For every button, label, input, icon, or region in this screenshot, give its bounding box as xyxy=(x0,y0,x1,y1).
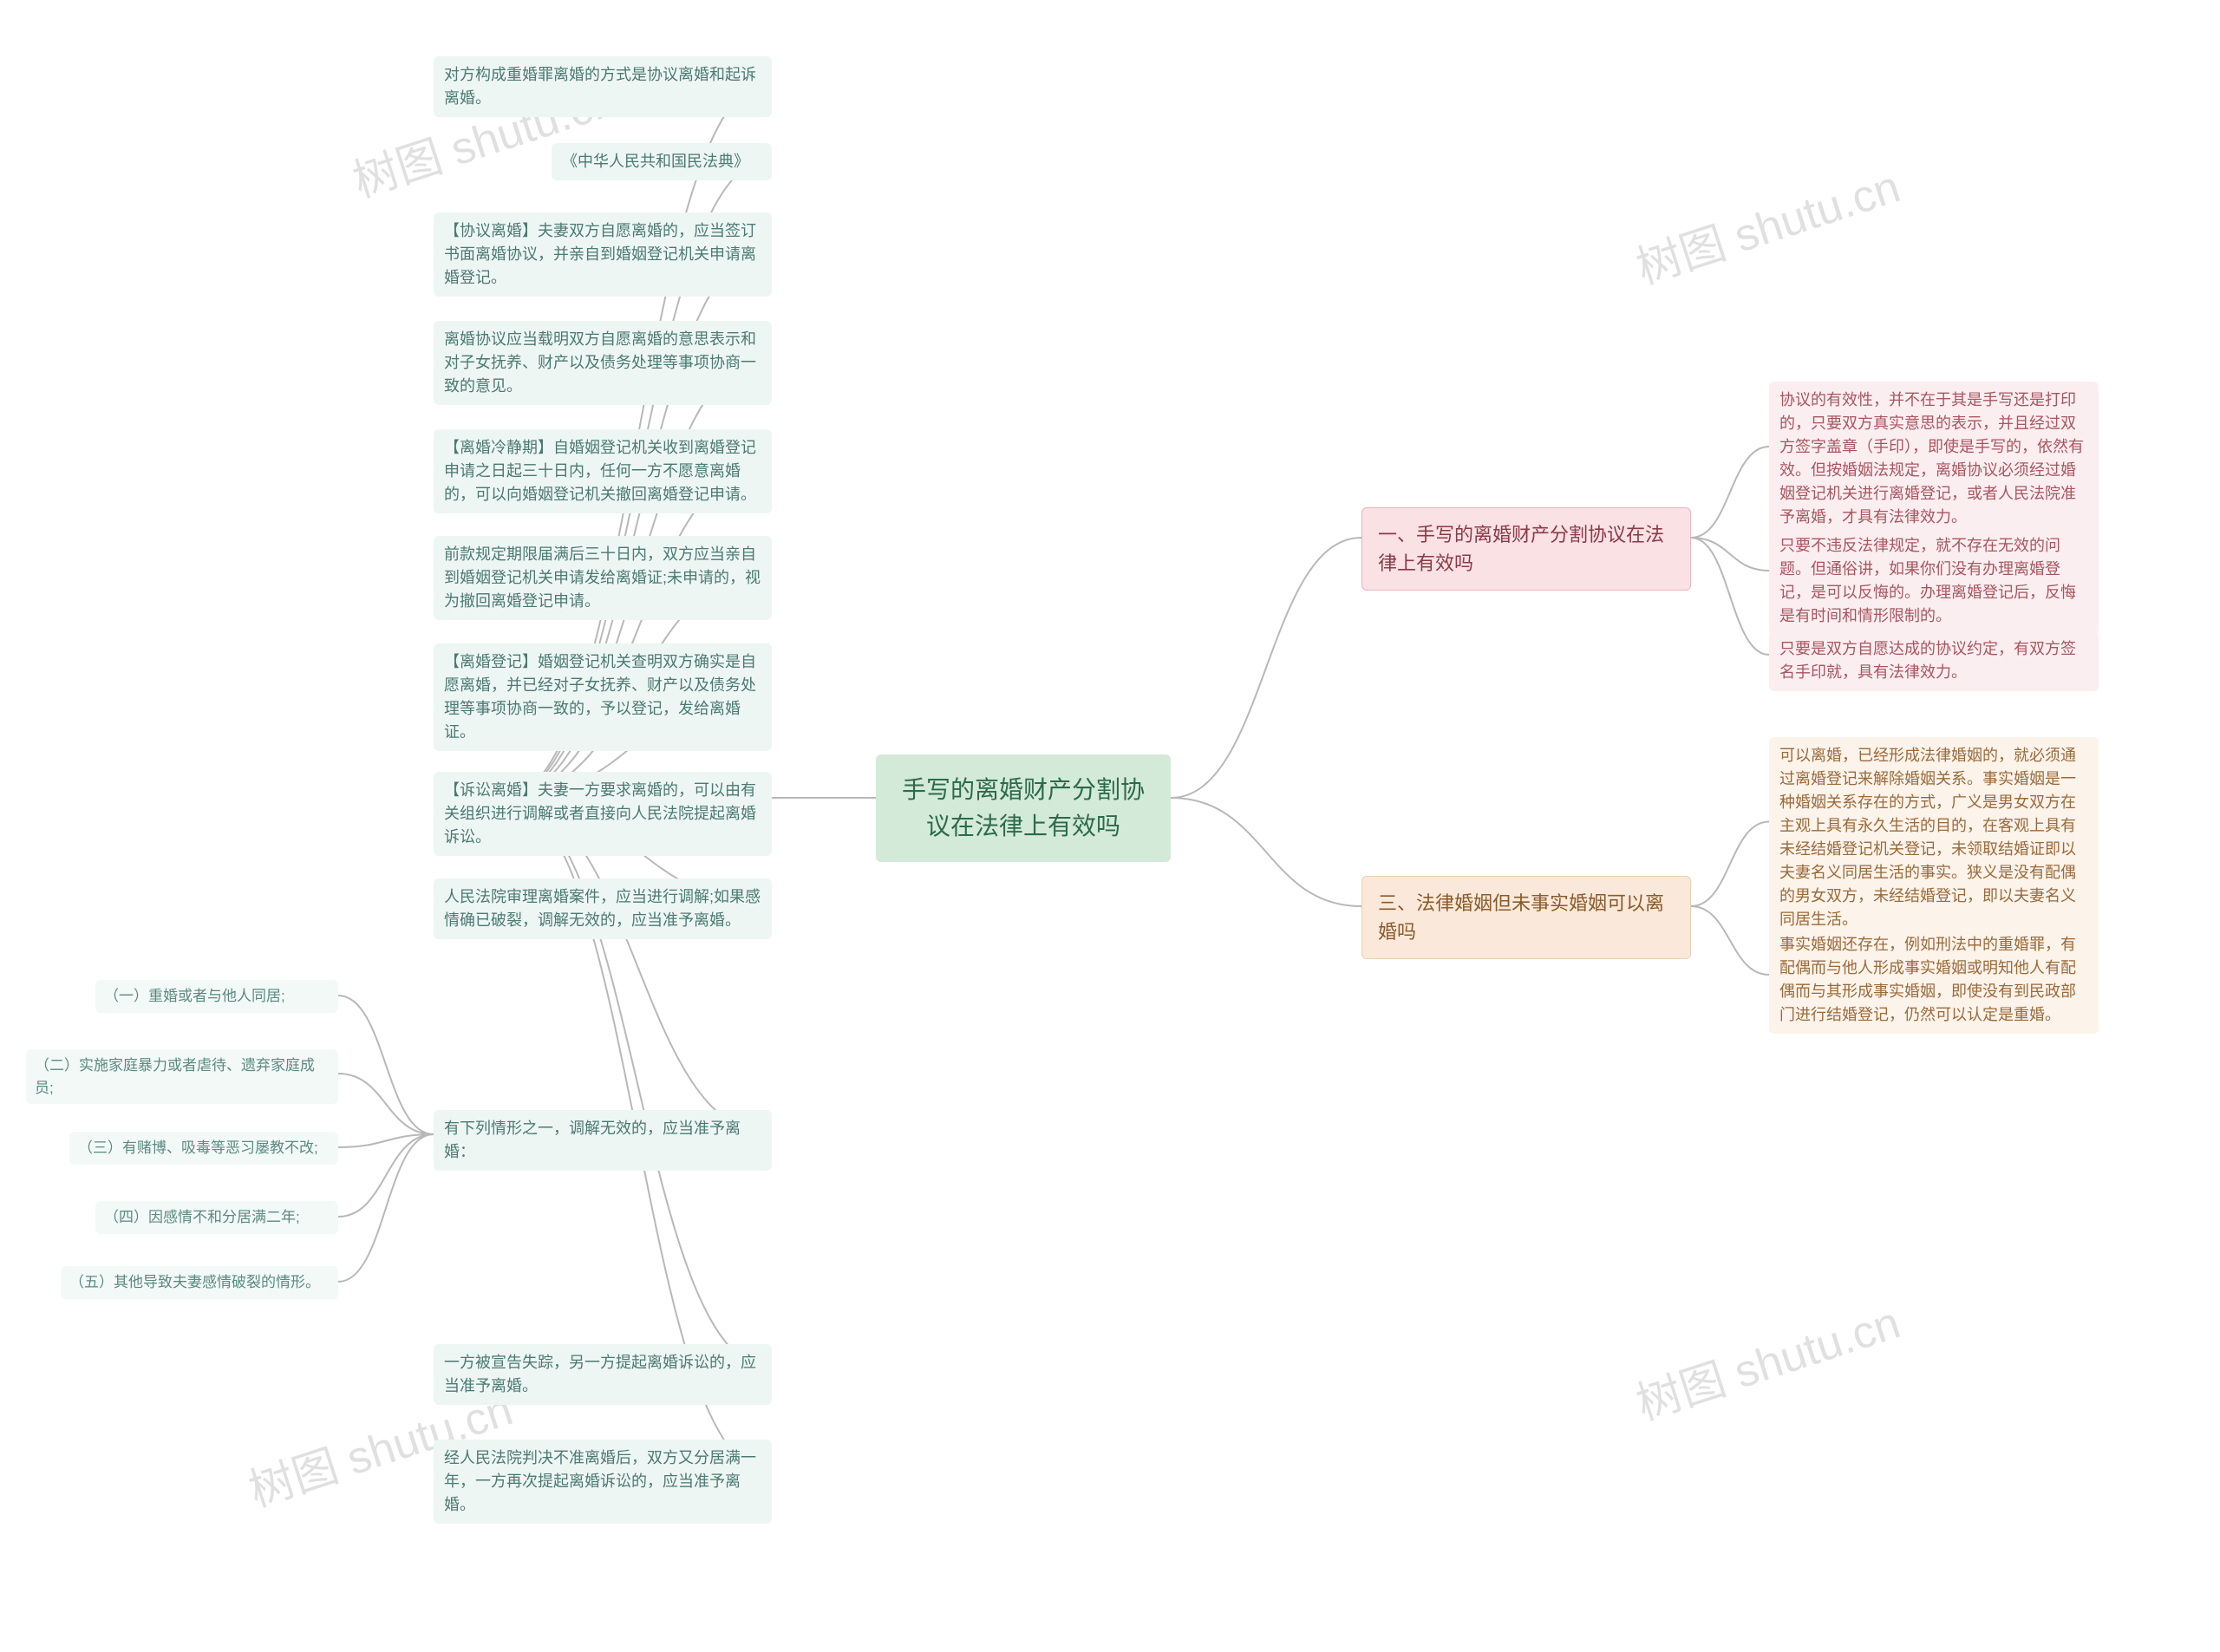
branch-1-leaf: 协议的有效性，并不在于其是手写还是打印的，只要双方真实意思的表示，并且经过双方签… xyxy=(1769,382,2099,536)
watermark: 树图 shutu.cn xyxy=(1627,1286,1907,1433)
branch-2-subleaf: （一）重婚或者与他人同居; xyxy=(95,980,338,1013)
branch-2-subleaf: （四）因感情不和分居满二年; xyxy=(95,1201,338,1234)
branch-2-leaf: 【诉讼离婚】夫妻一方要求离婚的，可以由有关组织进行调解或者直接向人民法院提起离婚… xyxy=(434,772,772,856)
branch-2-leaf: 经人民法院判决不准离婚后，双方又分居满一年，一方再次提起离婚诉讼的，应当准予离婚… xyxy=(434,1440,772,1524)
branch-2-subleaf: （三）有赌博、吸毒等恶习屡教不改; xyxy=(69,1132,338,1165)
branch-2-subleaf: （五）其他导致夫妻感情破裂的情形。 xyxy=(61,1266,338,1299)
branch-2-leaf: 《中华人民共和国民法典》 xyxy=(552,143,772,180)
branch-2-leaf: 人民法院审理离婚案件，应当进行调解;如果感情确已破裂，调解无效的，应当准予离婚。 xyxy=(434,878,772,939)
mindmap-root[interactable]: 手写的离婚财产分割协议在法律上有效吗 xyxy=(876,754,1171,862)
branch-3-leaf: 可以离婚，已经形成法律婚姻的，就必须通过离婚登记来解除婚姻关系。事实婚姻是一种婚… xyxy=(1769,737,2099,938)
branch-3[interactable]: 三、法律婚姻但未事实婚姻可以离婚吗 xyxy=(1361,876,1691,959)
branch-2-leaf: 【离婚登记】婚姻登记机关查明双方确实是自愿离婚，并已经对子女抚养、财产以及债务处… xyxy=(434,643,772,751)
branch-2-leaf: 前款规定期限届满后三十日内，双方应当亲自到婚姻登记机关申请发给离婚证;未申请的，… xyxy=(434,536,772,620)
branch-2-leaf: 一方被宣告失踪，另一方提起离婚诉讼的，应当准予离婚。 xyxy=(434,1344,772,1405)
branch-1[interactable]: 一、手写的离婚财产分割协议在法律上有效吗 xyxy=(1361,507,1691,591)
branch-1-leaf: 只要是双方自愿达成的协议约定，有双方签名手印就，具有法律效力。 xyxy=(1769,630,2099,691)
branch-2-leaf: 【离婚冷静期】自婚姻登记机关收到离婚登记申请之日起三十日内，任何一方不愿意离婚的… xyxy=(434,429,772,513)
branch-2-subleaf: （二）实施家庭暴力或者虐待、遗弃家庭成员; xyxy=(26,1049,338,1104)
branch-1-leaf: 只要不违反法律规定，就不存在无效的问题。但通俗讲，如果你们没有办理离婚登记，是可… xyxy=(1769,527,2099,635)
branch-2-leaf: 离婚协议应当载明双方自愿离婚的意思表示和对子女抚养、财产以及债务处理等事项协商一… xyxy=(434,321,772,405)
branch-3-leaf: 事实婚姻还存在，例如刑法中的重婚罪，有配偶而与他人形成事实婚姻或明知他人有配偶而… xyxy=(1769,926,2099,1034)
branch-2-leaf: 对方构成重婚罪离婚的方式是协议离婚和起诉离婚。 xyxy=(434,56,772,117)
branch-2-leaf: 有下列情形之一，调解无效的，应当准予离婚： xyxy=(434,1110,772,1171)
watermark: 树图 shutu.cn xyxy=(1627,150,1907,297)
branch-2-leaf: 【协议离婚】夫妻双方自愿离婚的，应当签订书面离婚协议，并亲自到婚姻登记机关申请离… xyxy=(434,212,772,297)
